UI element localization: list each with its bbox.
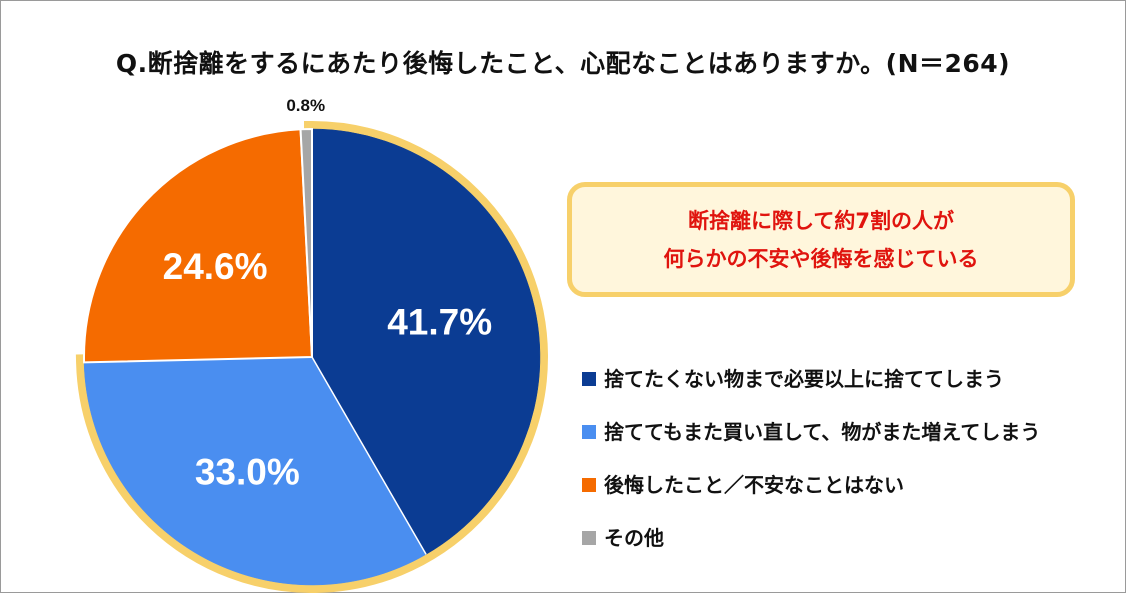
legend-item-3: その他 [582,523,1040,576]
legend-item-1: 捨ててもまた買い直して、物がまた増えてしまう [582,417,1040,470]
pie-label-0: 41.7% [387,302,492,343]
pie-label-1: 33.0% [195,451,300,492]
legend-item-2: 後悔したこと／不安なことはない [582,470,1040,523]
callout-box: 断捨離に際して約7割の人が 何らかの不安や後悔を感じている [567,182,1075,297]
legend-label-2: 後悔したこと／不安なことはない [604,473,904,497]
pie-slice-1 [83,356,427,586]
callout-line-2: 何らかの不安や後悔を感じている [663,246,979,271]
legend: 捨てたくない物まで必要以上に捨ててしまう 捨ててもまた買い直して、物がまた増えて… [582,364,1040,576]
legend-item-0: 捨てたくない物まで必要以上に捨ててしまう [582,364,1040,417]
pie-slice-2 [83,128,314,364]
legend-swatch-3 [582,531,596,545]
chart-title: Q.断捨離をするにあたり後悔したこと、心配なことはありますか。(N＝264) [115,49,1011,78]
legend-swatch-0 [582,372,596,386]
pie-label-3: 0.8% [286,96,325,115]
pie-slice-3 [299,127,313,358]
legend-swatch-1 [582,425,596,439]
legend-label-1: 捨ててもまた買い直して、物がまた増えてしまう [604,420,1041,444]
slice-divider [311,356,427,555]
legend-swatch-2 [582,478,596,492]
legend-label-0: 捨てたくない物まで必要以上に捨ててしまう [604,367,1004,391]
pie-label-2: 24.6% [163,246,268,287]
pie-slice-0 [311,128,541,555]
legend-label-3: その他 [604,526,664,550]
callout-line-1: 断捨離に際して約7割の人が [688,208,954,233]
